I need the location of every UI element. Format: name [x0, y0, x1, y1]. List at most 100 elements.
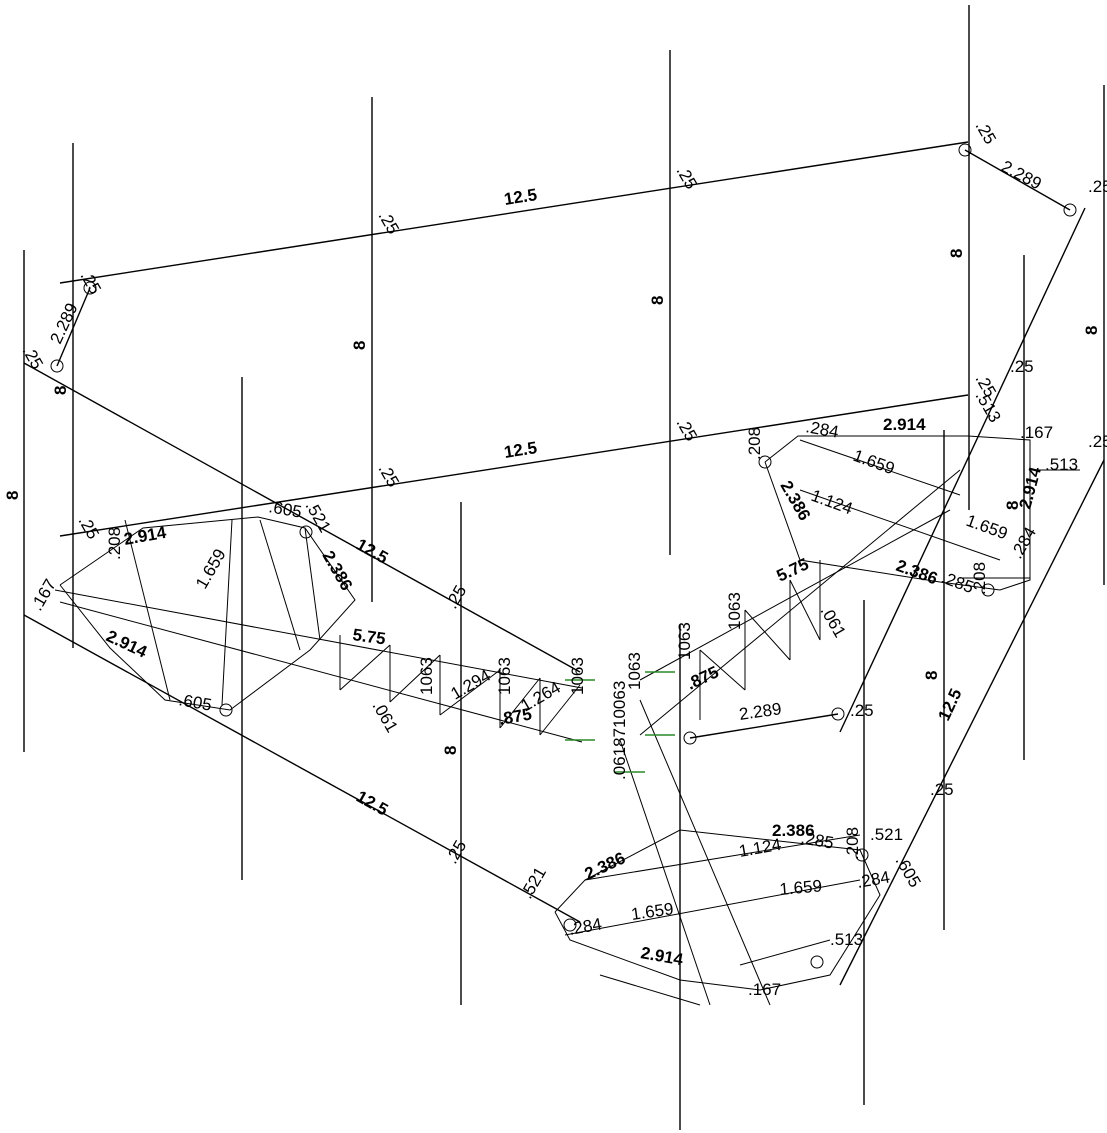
truss-value-label: .061: [369, 698, 402, 736]
truss-value-label: .284: [1007, 524, 1040, 562]
beam-2289-front: [689, 713, 839, 739]
truss-value-label: 1.659: [630, 899, 675, 924]
truss-value-label: 1.124: [737, 835, 782, 861]
truss-member: [744, 609, 791, 661]
node: [50, 359, 64, 373]
truss-chord: [584, 834, 861, 881]
column-height-label: 8: [441, 746, 460, 755]
truss-chord: [59, 516, 356, 711]
node: [958, 143, 972, 157]
truss-value-label: 2.386: [582, 848, 629, 883]
truss-value-label: 1063: [568, 657, 587, 695]
offset-label: .25: [1010, 357, 1034, 376]
beam-length-label: 12.5: [503, 438, 539, 462]
truss-chord: [59, 601, 583, 743]
truss-value-label: 1.659: [964, 511, 1010, 543]
beam-length-label: 12.5: [934, 686, 965, 724]
truss-value-label: 1063: [625, 652, 644, 690]
node: [855, 848, 869, 862]
truss-value-label: .513: [972, 388, 1005, 426]
truss-value-label: .875: [684, 662, 722, 693]
truss-value-label: .208: [843, 827, 862, 860]
truss-member: [339, 644, 391, 691]
truss-value-label: 5.75: [351, 625, 386, 648]
node: [683, 731, 697, 745]
truss-chord: [554, 829, 881, 991]
beams: [23, 141, 1105, 986]
beam-length-label: 12.5: [503, 185, 539, 209]
corner-nodes: [50, 143, 1077, 373]
columns: [23, 5, 1105, 1130]
truss-value-label: 2.914: [883, 415, 926, 434]
truss-chord: [639, 509, 951, 681]
offset-label: .25: [19, 343, 47, 373]
truss-value-label: .167: [748, 980, 781, 999]
node: [831, 707, 845, 721]
truss-value-label: 2.289: [46, 300, 81, 347]
truss-member: [259, 519, 301, 651]
column-height-label: 8: [350, 341, 369, 350]
truss-value-label: .284: [804, 417, 840, 441]
node: [563, 918, 577, 932]
truss-member: [799, 439, 961, 496]
offset-label: .25: [1088, 432, 1107, 451]
column-height-label: 8: [3, 491, 22, 500]
truss-value-label: .605: [267, 497, 303, 521]
truss-member: [799, 489, 1001, 561]
truss-member: [124, 519, 171, 701]
truss-value-label: 2.386: [319, 548, 357, 594]
node: [1063, 203, 1077, 217]
truss-member: [499, 677, 541, 729]
truss-value-label: 1063: [725, 592, 744, 630]
offset-label: .25: [673, 163, 701, 193]
truss-value-label: 1063: [675, 622, 694, 660]
node: [981, 583, 995, 597]
truss-value-label: 2.289: [998, 157, 1044, 194]
truss-value-label: 1063: [417, 657, 436, 695]
beam-right-upper: [839, 207, 1086, 733]
offset-label: .25: [930, 780, 954, 799]
lower-truss: [554, 699, 881, 1006]
offset-label: .25: [850, 701, 874, 720]
truss-value-label: .284: [855, 867, 891, 891]
truss-chord: [564, 879, 861, 936]
truss-value-label: .208: [745, 427, 764, 460]
column-height-label: 8: [648, 296, 667, 305]
truss-value-label: 1.659: [851, 446, 897, 478]
truss-value-label: .513: [1045, 455, 1078, 474]
column-height-label: 8: [51, 386, 70, 395]
truss-value-label: .0618710063: [610, 681, 629, 780]
truss-member: [439, 669, 501, 716]
offset-label: .25: [442, 582, 470, 612]
truss-value-label: 5.75: [774, 554, 812, 585]
truss-member: [789, 579, 821, 641]
truss-value-label: 2.914: [1016, 464, 1046, 511]
beam-right-lower: [839, 459, 1105, 986]
beam-mid-top: [59, 394, 969, 537]
truss-value-label: 1.124: [809, 486, 855, 518]
truss-member: [739, 939, 831, 966]
truss-value-label: 2.386: [894, 556, 940, 588]
truss-value-label: 1.659: [192, 546, 230, 592]
truss-chord: [764, 435, 1031, 591]
truss-value-label: .208: [105, 527, 124, 560]
member-labels: 12.5 12.5 12.5 12.5 12.5 8 8 8 8 8 8 8 8…: [3, 118, 1107, 1000]
truss-value-label: .513: [830, 930, 863, 949]
offset-label: .25: [75, 513, 103, 543]
column-height-label: 8: [947, 249, 966, 258]
truss-value-label: .605: [177, 690, 213, 714]
offset-label: .25: [972, 118, 1000, 148]
truss-member: [389, 654, 441, 703]
truss-member: [304, 527, 321, 641]
supports: [565, 671, 675, 773]
right-upper-truss: [639, 435, 1080, 736]
truss-value-label: .167: [27, 576, 60, 614]
truss-value-label: 2.914: [103, 626, 150, 661]
truss-chord: [619, 739, 711, 1006]
node: [219, 703, 233, 717]
truss-chord: [639, 469, 961, 736]
beam-left-diagonal: [23, 362, 581, 673]
truss-value-label: .061: [817, 603, 850, 641]
